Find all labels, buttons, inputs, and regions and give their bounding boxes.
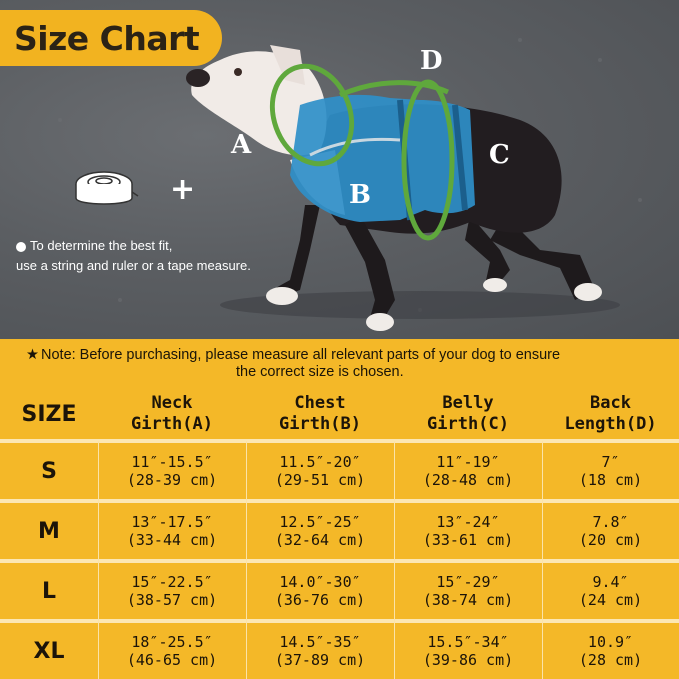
table-cell: 15.5″-34″ (39-86 cm) [394,623,542,679]
header-line: Chest [294,393,346,413]
inch-value: 13″-24″ [436,513,500,531]
cm-value: (36-76 cm) [274,591,366,609]
plus-sign: + [170,172,196,207]
cm-value: (28-48 cm) [422,471,514,489]
table-cell: 14.0″-30″ (36-76 cm) [246,563,394,619]
inch-value: 14.5″-35″ [279,633,361,651]
header-chest: Chest Girth(B) [246,389,394,439]
inch-value: 7.8″ [592,513,629,531]
label-b: B [349,180,371,210]
size-label-xl: XL [33,638,65,664]
cm-value: (20 cm) [578,531,643,549]
table-cell: 15″-29″ (38-74 cm) [394,563,542,619]
cm-value: (33-44 cm) [126,531,218,549]
row-divider [0,499,679,503]
tip-line2: use a string and ruler or a tape measure… [16,258,251,273]
inch-value: 15.5″-34″ [427,633,509,651]
table-cell: 13″-17.5″ (33-44 cm) [98,503,246,559]
size-label-l: L [41,578,57,604]
table-cell: 9.4″ (24 cm) [542,563,679,619]
inch-value: 9.4″ [592,573,629,591]
note-line1: Note: Before purchasing, please measure … [41,347,561,363]
row-divider [0,439,679,443]
dog-photo: Size Chart D A C B + To determine the be… [0,0,679,339]
cm-value: (37-89 cm) [274,651,366,669]
table-cell: 7.8″ (20 cm) [542,503,679,559]
cm-value: (39-86 cm) [422,651,514,669]
purchase-note: ★ Note: Before purchasing, please measure… [26,347,666,381]
cm-value: (28-39 cm) [126,471,218,489]
inch-value: 11″-15.5″ [131,453,213,471]
table-cell: 7″ (18 cm) [542,443,679,499]
table-cell: 14.5″-35″ (37-89 cm) [246,623,394,679]
star-icon: ★ [26,347,39,363]
header-belly: Belly Girth(C) [394,389,542,439]
size-header: SIZE [21,401,77,427]
title-badge: Size Chart [0,10,222,66]
cm-value: (33-61 cm) [422,531,514,549]
cm-value: (32-64 cm) [274,531,366,549]
cm-value: (38-74 cm) [422,591,514,609]
header-back: Back Length(D) [542,389,679,439]
measure-tip: To determine the best fit, use a string … [16,236,316,276]
header-line: Girth(B) [279,414,361,434]
table-cell: 13″-24″ (33-61 cm) [394,503,542,559]
table-cell: 12.5″-25″ (32-64 cm) [246,503,394,559]
cm-value: (28 cm) [578,651,643,669]
cm-value: (24 cm) [578,591,643,609]
tip-line1: To determine the best fit, [30,238,173,253]
header-line: Girth(A) [131,414,213,434]
inch-value: 18″-25.5″ [131,633,213,651]
size-label-m: M [38,518,60,544]
header-line: Length(D) [564,414,657,434]
note-line2: the correct size is chosen. [236,364,404,380]
table-cell: 11″-19″ (28-48 cm) [394,443,542,499]
inch-value: 11.5″-20″ [279,453,361,471]
bullet-icon [16,241,26,252]
label-a: A [231,130,252,160]
table-cell: 11.5″-20″ (29-51 cm) [246,443,394,499]
inch-value: 15″-29″ [436,573,500,591]
size-label-s: S [41,458,57,484]
table-cell: 10.9″ (28 cm) [542,623,679,679]
cm-value: (46-65 cm) [126,651,218,669]
row-divider [0,619,679,623]
size-table: SIZE Neck Girth(A) Chest Girth(B) Belly … [0,389,679,679]
inch-value: 14.0″-30″ [279,573,361,591]
page-title: Size Chart [14,18,200,58]
row-divider [0,559,679,563]
cm-value: (38-57 cm) [126,591,218,609]
dog-illustration [58,38,642,331]
table-cell: 11″-15.5″ (28-39 cm) [98,443,246,499]
inch-value: 15″-22.5″ [131,573,213,591]
header-line: Neck [151,393,193,413]
inch-value: 7″ [601,453,620,471]
table-cell: 18″-25.5″ (46-65 cm) [98,623,246,679]
label-c: C [489,140,510,170]
cm-value: (18 cm) [578,471,643,489]
tape-measure-icon [75,171,139,205]
label-d: D [420,46,443,76]
inch-value: 13″-17.5″ [131,513,213,531]
column-divider [98,441,99,679]
header-line: Back [590,393,631,413]
inch-value: 12.5″-25″ [279,513,361,531]
inch-value: 11″-19″ [436,453,500,471]
inch-value: 10.9″ [587,633,634,651]
header-line: Belly [442,393,494,413]
cm-value: (29-51 cm) [274,471,366,489]
header-neck: Neck Girth(A) [98,389,246,439]
column-divider [246,441,247,679]
column-divider [394,441,395,679]
header-line: Girth(C) [427,414,509,434]
size-table-section: ★ Note: Before purchasing, please measure… [0,339,679,679]
table-cell: 15″-22.5″ (38-57 cm) [98,563,246,619]
column-divider [542,441,543,679]
